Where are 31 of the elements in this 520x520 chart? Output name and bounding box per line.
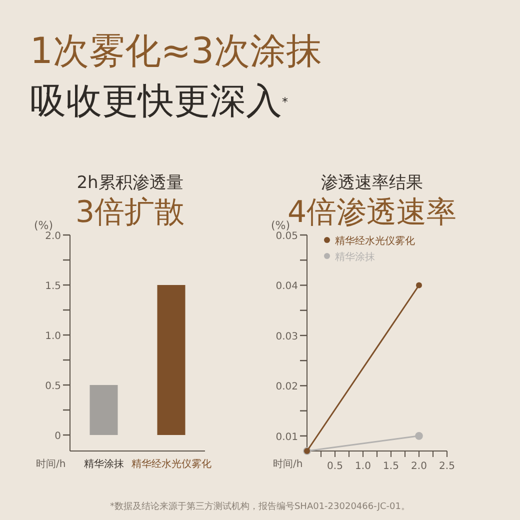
chart-subtitle: 3倍扩散 — [75, 195, 185, 230]
y-tick-label: 0.04 — [276, 281, 298, 292]
x-tick-label: 精华经水光仪雾化 — [131, 458, 212, 470]
chart-title: 2h累积渗透量 — [76, 173, 184, 193]
y-tick-label: 1.5 — [45, 281, 61, 292]
x-tick-label: 精华涂抹 — [84, 458, 124, 470]
text: 吸收更快更深入$^{*}$ — [30, 81, 288, 122]
y-tick-label: 0 — [54, 431, 61, 442]
x-tick-label: 1.0 — [355, 461, 371, 472]
x-axis-title: 时间/h — [36, 458, 66, 470]
x-tick-label: 2.0 — [411, 461, 427, 472]
text: 1次雾化≈3次涂抹 — [30, 31, 322, 72]
text: *数据及结论来源于第三方测试机构，报告编号SHA01-23020466-JC-01。 — [110, 501, 410, 512]
y-tick-label: 0.05 — [276, 231, 298, 242]
legend-label: 精华经水光仪雾化 — [335, 235, 415, 247]
x-tick-label: 0.5 — [327, 461, 343, 472]
y-tick-label: 0.01 — [276, 432, 298, 443]
y-tick-label: 0.5 — [45, 381, 61, 392]
y-tick-label: 0.02 — [276, 382, 298, 393]
x-tick-label: 2.5 — [439, 461, 455, 472]
legend-label: 精华涂抹 — [335, 251, 375, 263]
y-axis-title: (%) — [271, 219, 290, 232]
x-axis-title: 时间/h — [273, 458, 303, 470]
y-tick-label: 1.0 — [45, 331, 61, 342]
chart-title: 渗透速率结果 — [321, 173, 423, 193]
y-axis-title: (%) — [34, 219, 54, 232]
y-tick-label: 2.0 — [45, 231, 61, 242]
x-tick-label: 1.5 — [383, 461, 399, 472]
point — [415, 432, 423, 440]
y-tick-label: 0.03 — [276, 331, 298, 342]
point — [416, 282, 422, 288]
